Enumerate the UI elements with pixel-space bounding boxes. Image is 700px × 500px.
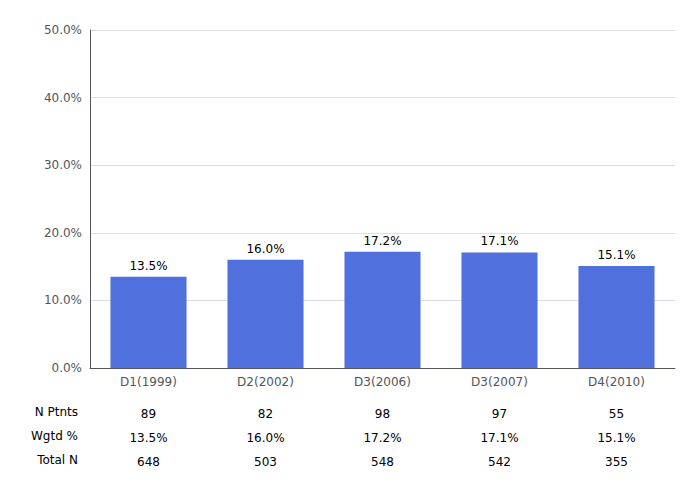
svg-text:13.5%: 13.5% — [129, 259, 167, 273]
svg-text:50.0%: 50.0% — [44, 23, 82, 37]
svg-text:N Ptnts: N Ptnts — [35, 405, 78, 419]
svg-text:82: 82 — [258, 407, 273, 421]
svg-text:40.0%: 40.0% — [44, 91, 82, 105]
svg-text:D3(2007): D3(2007) — [471, 375, 528, 389]
svg-text:97: 97 — [492, 407, 507, 421]
svg-text:89: 89 — [141, 407, 156, 421]
svg-text:15.1%: 15.1% — [597, 431, 635, 445]
svg-text:Total N: Total N — [36, 453, 78, 467]
svg-text:98: 98 — [375, 407, 390, 421]
svg-text:355: 355 — [605, 455, 628, 469]
svg-text:10.0%: 10.0% — [44, 293, 82, 307]
svg-text:D1(1999): D1(1999) — [120, 375, 177, 389]
svg-text:17.2%: 17.2% — [363, 234, 401, 248]
svg-text:D3(2006): D3(2006) — [354, 375, 411, 389]
svg-text:648: 648 — [137, 455, 160, 469]
svg-text:503: 503 — [254, 455, 277, 469]
svg-text:542: 542 — [488, 455, 511, 469]
svg-text:55: 55 — [609, 407, 624, 421]
svg-text:16.0%: 16.0% — [246, 242, 284, 256]
svg-text:16.0%: 16.0% — [246, 431, 284, 445]
svg-text:15.1%: 15.1% — [597, 248, 635, 262]
svg-text:0.0%: 0.0% — [52, 361, 83, 375]
svg-text:Wgtd %: Wgtd % — [31, 429, 78, 443]
svg-text:17.1%: 17.1% — [480, 431, 518, 445]
svg-text:20.0%: 20.0% — [44, 226, 82, 240]
svg-text:548: 548 — [371, 455, 394, 469]
svg-text:17.1%: 17.1% — [480, 234, 518, 248]
svg-text:13.5%: 13.5% — [129, 431, 167, 445]
svg-text:D4(2010): D4(2010) — [588, 375, 645, 389]
svg-text:17.2%: 17.2% — [363, 431, 401, 445]
svg-text:30.0%: 30.0% — [44, 158, 82, 172]
svg-text:D2(2002): D2(2002) — [237, 375, 294, 389]
